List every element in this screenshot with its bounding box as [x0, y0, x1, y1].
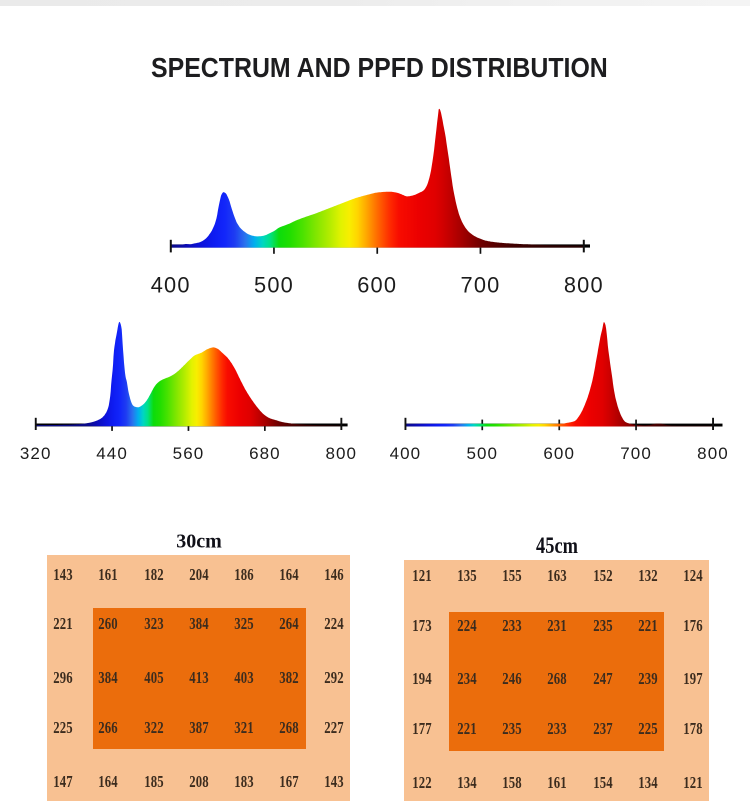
svg-text:440: 440 — [96, 444, 128, 463]
svg-text:800: 800 — [325, 444, 357, 463]
svg-text:400: 400 — [390, 444, 422, 463]
svg-text:800: 800 — [697, 444, 729, 463]
svg-text:800: 800 — [564, 273, 604, 298]
svg-text:700: 700 — [461, 273, 501, 298]
svg-text:600: 600 — [357, 273, 397, 298]
svg-text:500: 500 — [254, 273, 294, 298]
svg-text:560: 560 — [173, 444, 205, 463]
svg-text:400: 400 — [151, 273, 191, 298]
svg-text:680: 680 — [249, 444, 281, 463]
svg-text:600: 600 — [543, 444, 575, 463]
svg-text:700: 700 — [620, 444, 652, 463]
svg-text:320: 320 — [20, 444, 52, 463]
svg-text:500: 500 — [466, 444, 498, 463]
